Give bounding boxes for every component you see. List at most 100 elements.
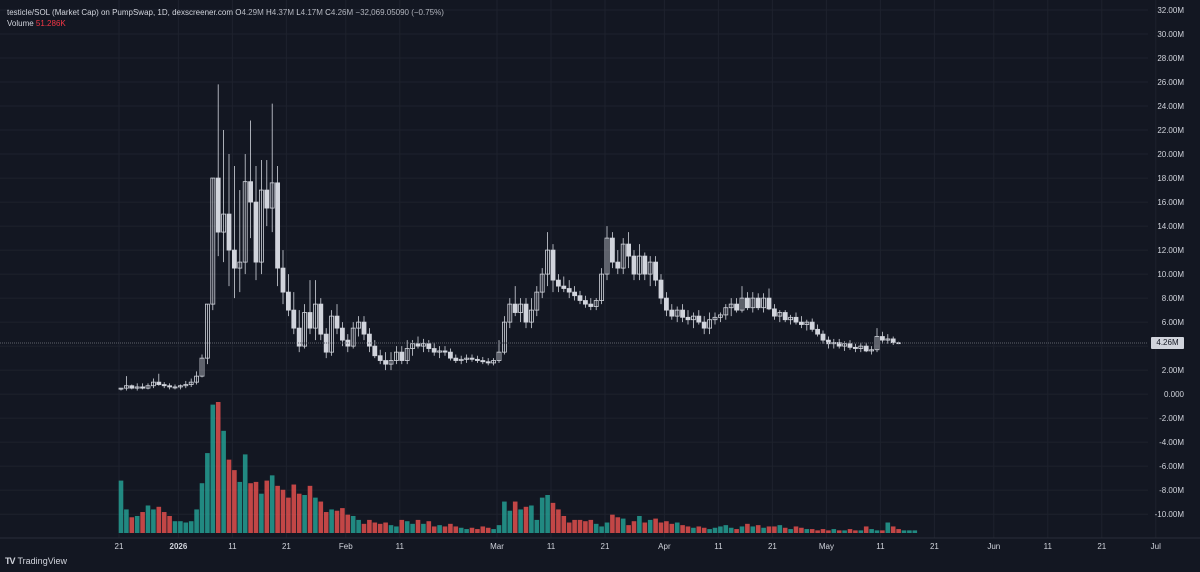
volume-bar bbox=[604, 522, 610, 533]
volume-bar bbox=[394, 526, 399, 533]
candle-body-up bbox=[723, 307, 729, 316]
price-tick-label: 8.00M bbox=[1162, 294, 1185, 303]
tradingview-logo-text: TradingView bbox=[17, 556, 68, 566]
volume-bar bbox=[345, 514, 351, 533]
price-tick-label: 6.00M bbox=[1162, 318, 1185, 327]
volume-bar bbox=[739, 526, 745, 533]
volume-bar bbox=[896, 529, 901, 533]
volume-bar bbox=[799, 527, 804, 533]
volume-bar bbox=[134, 515, 140, 533]
volume-bar bbox=[318, 501, 324, 533]
candle-body-up bbox=[393, 351, 399, 361]
price-tick-label: -10.00M bbox=[1155, 510, 1185, 519]
volume-bar bbox=[788, 529, 793, 533]
volume-bar bbox=[901, 530, 907, 533]
volume-label[interactable]: Volume bbox=[7, 19, 34, 28]
volume-bar bbox=[124, 509, 129, 533]
candle-body-down bbox=[853, 346, 858, 349]
candle-body-down bbox=[755, 297, 761, 309]
volume-bar bbox=[183, 522, 189, 533]
time-tick-label: 11 bbox=[547, 542, 556, 551]
volume-bar bbox=[151, 509, 156, 533]
volume-bar bbox=[583, 521, 588, 533]
volume-bar bbox=[853, 530, 858, 533]
volume-bar bbox=[334, 510, 340, 533]
volume-bar bbox=[626, 525, 631, 533]
candle-body-down bbox=[793, 316, 799, 323]
price-axis[interactable]: 32.00M 30.00M 28.00M 26.00M 24.00M 22.00M 20.0… bbox=[1155, 6, 1185, 519]
candle-body-up bbox=[410, 343, 416, 349]
volume-bar bbox=[469, 527, 475, 533]
volume-bar bbox=[734, 529, 739, 533]
time-tick-label: 21 bbox=[601, 542, 610, 551]
candle-body-down bbox=[431, 348, 437, 353]
candle-body-up bbox=[302, 312, 308, 347]
candle-body-down bbox=[140, 386, 146, 389]
candle-body-down bbox=[550, 249, 556, 281]
candle-body-up bbox=[496, 351, 502, 361]
candle-body-down bbox=[588, 303, 594, 307]
candle-body-up bbox=[545, 249, 550, 275]
volume-bar bbox=[847, 529, 853, 533]
volume-bar bbox=[772, 526, 777, 533]
chart-grid bbox=[0, 0, 1200, 539]
candle-body-down bbox=[426, 343, 432, 349]
candle-body-up bbox=[356, 321, 362, 329]
candle-body-down bbox=[296, 327, 302, 347]
price-tick-label: -6.00M bbox=[1159, 462, 1184, 471]
symbol-title[interactable]: testicle/SOL (Market Cap) on PumpSwap, 1… bbox=[7, 8, 234, 17]
volume-bar bbox=[307, 485, 313, 533]
candle-body-up bbox=[707, 319, 712, 329]
candle-body-down bbox=[167, 385, 173, 388]
volume-bar bbox=[755, 525, 761, 533]
legend-title-row: testicle/SOL (Market Cap) on PumpSwap, 1… bbox=[7, 7, 444, 18]
volume-bar bbox=[647, 519, 653, 533]
volume-bar bbox=[232, 470, 237, 533]
volume-bar bbox=[340, 508, 345, 533]
change-value: −32,069.05090 (−0.75%) bbox=[355, 8, 444, 17]
candle-body-up bbox=[172, 386, 178, 389]
volume-bar bbox=[415, 519, 421, 533]
time-axis[interactable]: 21 2026 11 21 Feb 11 Mar 11 21 Apr 11 21 May 11 21 Jun 1… bbox=[115, 542, 1162, 551]
candle-body-up bbox=[124, 385, 129, 389]
volume-bar bbox=[550, 502, 556, 533]
volume-bar bbox=[696, 526, 702, 533]
volume-bar bbox=[404, 521, 410, 533]
candle-body-up bbox=[620, 243, 626, 269]
candle-body-down bbox=[836, 342, 842, 347]
price-tick-label: 10.00M bbox=[1157, 270, 1184, 279]
candle-body-down bbox=[653, 261, 658, 281]
candle-body-down bbox=[453, 357, 459, 361]
volume-bar bbox=[453, 526, 459, 533]
candle-body-down bbox=[253, 201, 259, 263]
candle-body-down bbox=[685, 316, 691, 321]
candle-body-down bbox=[226, 213, 232, 251]
volume-bar bbox=[577, 519, 583, 533]
time-tick-label: 11 bbox=[228, 542, 237, 551]
candle-body-up bbox=[150, 381, 156, 387]
volume-bar bbox=[269, 475, 275, 533]
candle-body-up bbox=[118, 387, 124, 390]
low-label: L bbox=[296, 8, 301, 17]
candle-body-down bbox=[361, 321, 367, 335]
volume-bar bbox=[275, 485, 280, 533]
volume-bar bbox=[242, 454, 248, 533]
close-label: C bbox=[325, 8, 331, 17]
volume-bar bbox=[561, 515, 567, 533]
candle-body-down bbox=[820, 333, 826, 341]
volume-bar bbox=[361, 523, 367, 533]
candle-body-down bbox=[366, 333, 372, 347]
candle-body-down bbox=[583, 300, 588, 305]
candle-body-down bbox=[248, 181, 254, 203]
volume-bar bbox=[593, 523, 599, 533]
volume-bar bbox=[437, 525, 442, 533]
tradingview-logo[interactable]: TV TradingView bbox=[5, 556, 67, 566]
volume-bar bbox=[728, 527, 734, 533]
candle-body-down bbox=[577, 295, 583, 301]
candle-body-down bbox=[631, 255, 637, 275]
volume-bar bbox=[842, 530, 847, 533]
candle-body-down bbox=[345, 339, 351, 347]
candle-body-up bbox=[842, 343, 847, 347]
